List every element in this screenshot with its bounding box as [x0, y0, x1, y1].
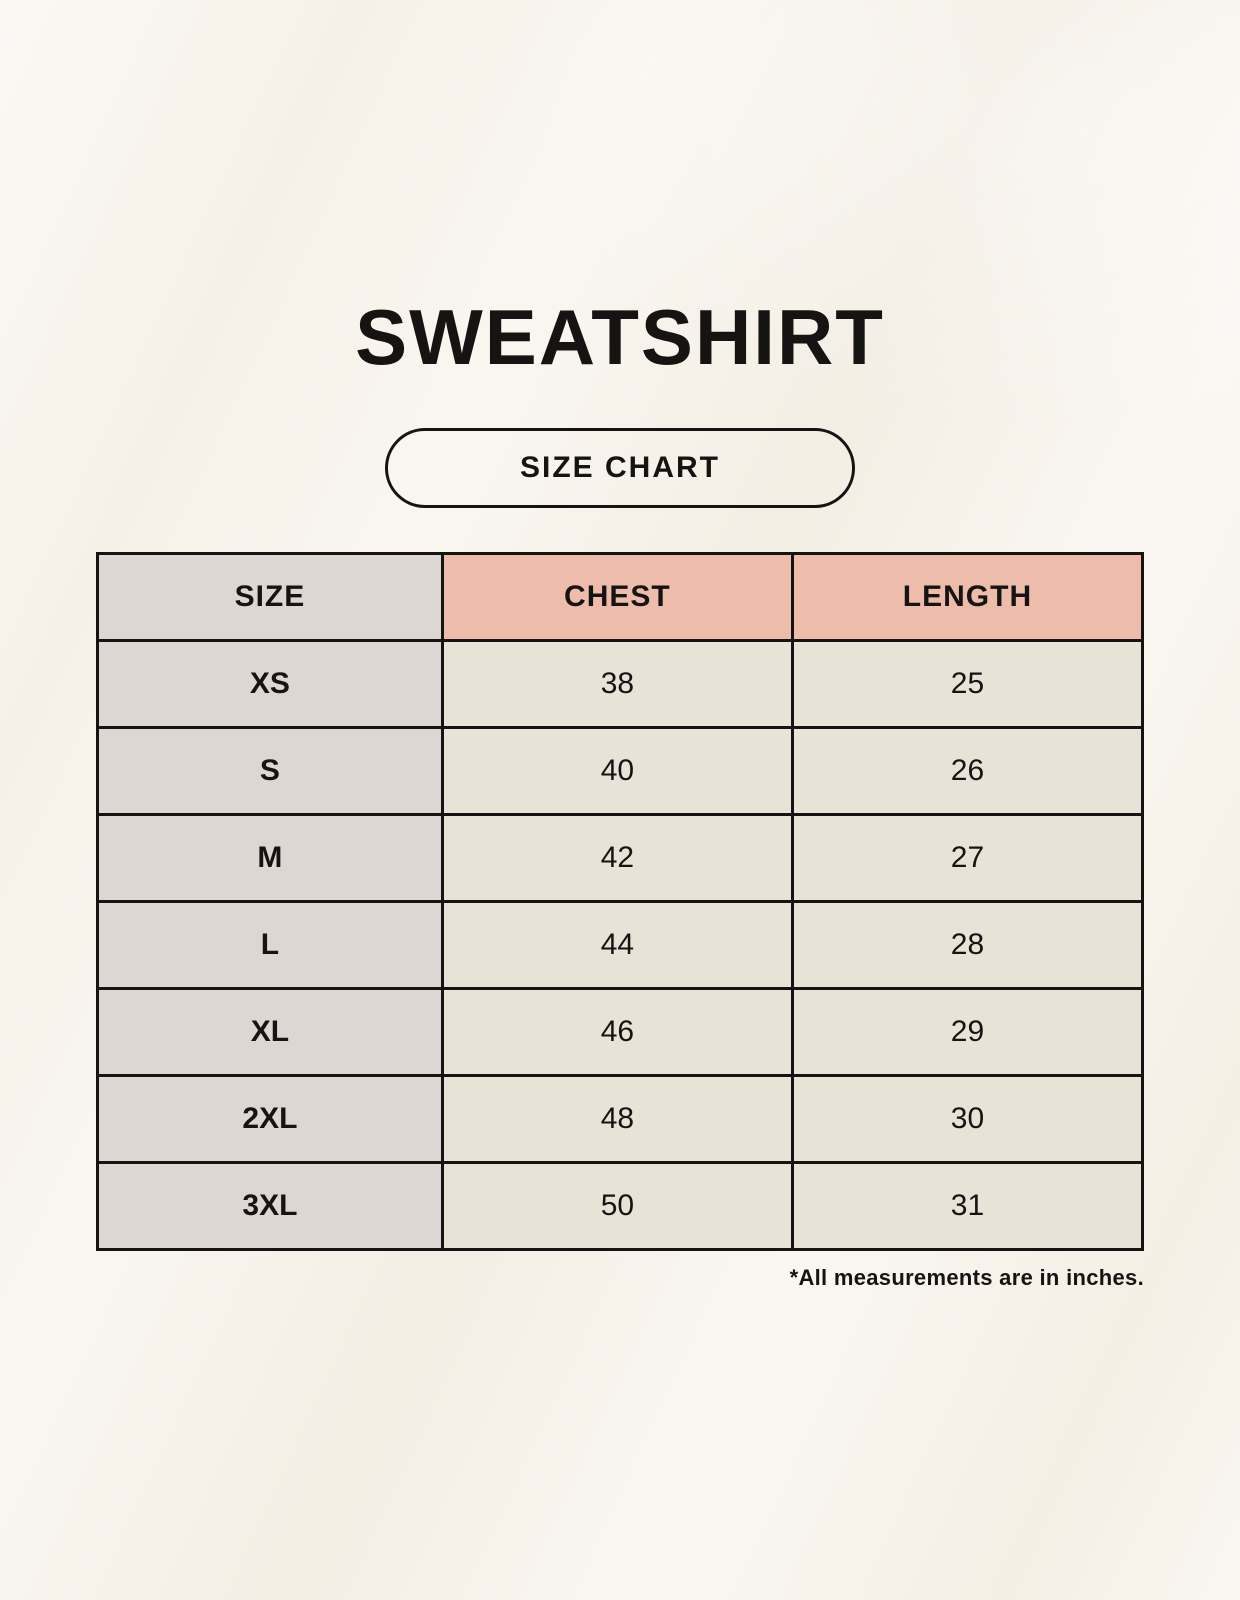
size-label: L	[96, 900, 444, 990]
length-value: 28	[790, 900, 1145, 990]
length-value: 26	[790, 726, 1145, 816]
length-value: 30	[790, 1074, 1145, 1164]
size-label: S	[96, 726, 444, 816]
column-header-size: SIZE	[96, 552, 444, 642]
chest-value: 42	[440, 813, 794, 903]
chest-value: 44	[440, 900, 794, 990]
column-header-chest: CHEST	[440, 552, 794, 642]
table-row: XS 38 25	[96, 639, 1145, 729]
chest-value: 38	[440, 639, 794, 729]
length-value: 31	[790, 1161, 1145, 1251]
size-label: XL	[96, 987, 444, 1077]
table-row: M 42 27	[96, 813, 1145, 903]
size-label: 3XL	[96, 1161, 444, 1251]
size-label: M	[96, 813, 444, 903]
column-header-length: LENGTH	[790, 552, 1145, 642]
table-row: 3XL 50 31	[96, 1161, 1145, 1251]
size-label: 2XL	[96, 1074, 444, 1164]
chest-value: 48	[440, 1074, 794, 1164]
table-row: XL 46 29	[96, 987, 1145, 1077]
length-value: 27	[790, 813, 1145, 903]
measurements-footnote: *All measurements are in inches.	[789, 1265, 1144, 1290]
chest-value: 40	[440, 726, 794, 816]
length-value: 29	[790, 987, 1145, 1077]
page-title: SWEATSHIRT	[355, 293, 885, 381]
size-table-container: SIZE CHEST LENGTH XS 38 25 S 40 26 M	[96, 552, 1145, 1291]
length-value: 25	[790, 639, 1145, 729]
table-row: L 44 28	[96, 900, 1145, 990]
table-row: 2XL 48 30	[96, 1074, 1145, 1164]
size-chart-pill-container: SIZE CHART	[0, 428, 1240, 508]
size-chart-button-label: SIZE CHART	[520, 451, 720, 484]
table-row: S 40 26	[96, 726, 1145, 816]
size-chart-button[interactable]: SIZE CHART	[385, 428, 855, 508]
chest-value: 50	[440, 1161, 794, 1251]
size-table: SIZE CHEST LENGTH XS 38 25 S 40 26 M	[96, 552, 1145, 1251]
size-label: XS	[96, 639, 444, 729]
chest-value: 46	[440, 987, 794, 1077]
table-header-row: SIZE CHEST LENGTH	[96, 552, 1145, 642]
